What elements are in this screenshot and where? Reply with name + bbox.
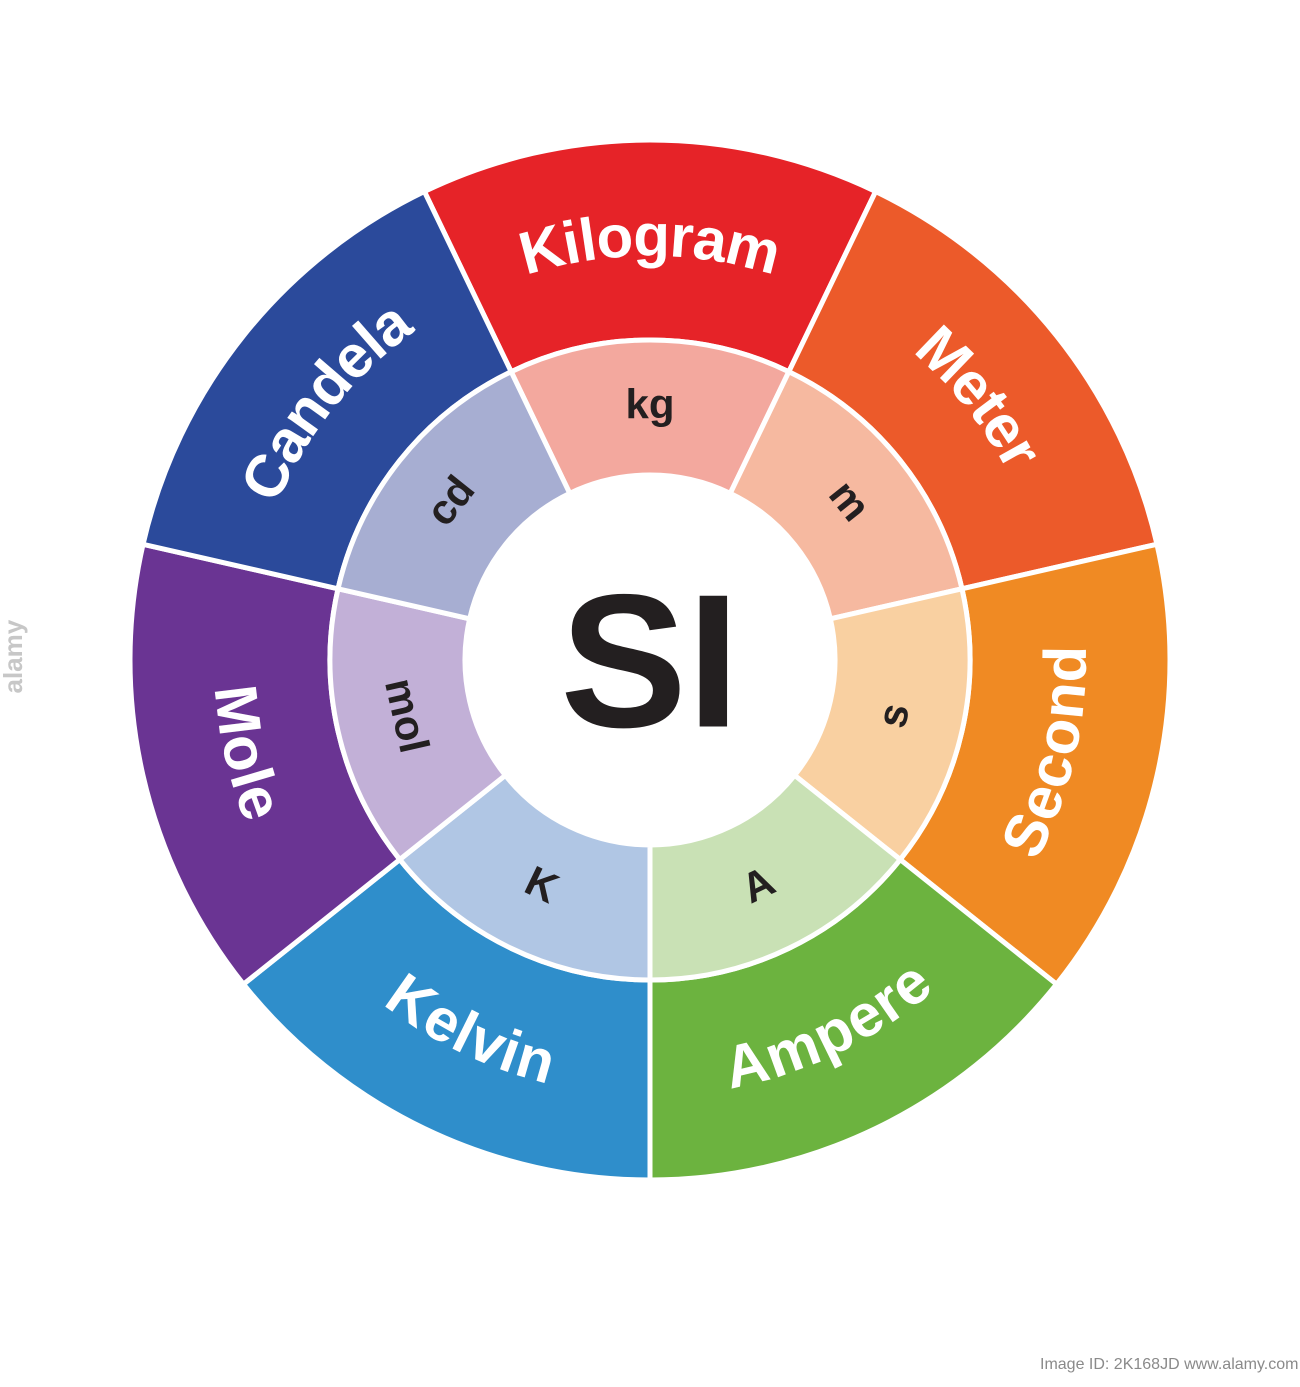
svg-text:alamy: alamy (0, 619, 28, 693)
center-label: SI (560, 556, 740, 768)
watermark-id: Image ID: 2K168JD www.alamy.com (1040, 1356, 1298, 1373)
watermark-left: alamy (0, 619, 28, 693)
si-units-diagram: alamyKilogramkgMetermSecondsAmpereAKelvi… (0, 0, 1300, 1387)
inner-symbol-kilogram: kg (625, 381, 674, 428)
